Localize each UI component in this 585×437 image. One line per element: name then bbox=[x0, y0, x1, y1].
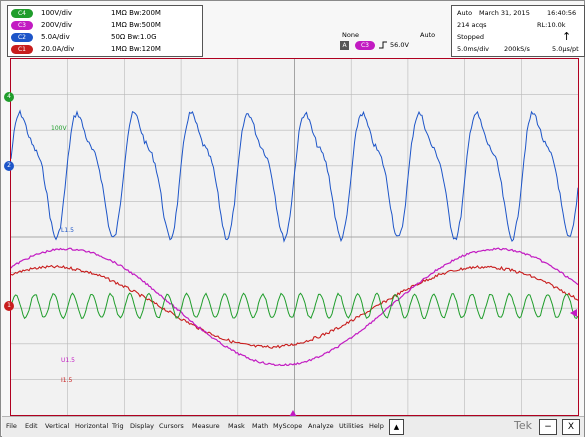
waveform-graticule[interactable]: 100V L1.5 U1.5 I1.5 bbox=[10, 58, 579, 416]
channel-badge-c4[interactable]: C4 bbox=[11, 9, 33, 18]
channel-badge-c1[interactable]: C1 bbox=[11, 45, 33, 54]
trigger-position-marker[interactable] bbox=[289, 410, 297, 417]
brand-logo: Tek bbox=[514, 419, 532, 432]
acq-status: Stopped bbox=[457, 33, 485, 41]
resolution: 5.0μs/pt bbox=[552, 45, 579, 53]
graticule-svg bbox=[11, 59, 578, 415]
trigger-level-marker[interactable] bbox=[570, 309, 577, 317]
ground-marker-c2[interactable]: 2 bbox=[4, 161, 14, 171]
channel-impedance: 50Ω Bw:1.0G bbox=[111, 33, 157, 41]
acquisition-box[interactable]: Auto March 31, 2015 16:40:56 214 acqs RL… bbox=[451, 5, 585, 57]
trigger-sweep: Auto bbox=[420, 31, 436, 39]
waveform-label-c4: 100V bbox=[51, 125, 67, 132]
menu-help[interactable]: Help bbox=[369, 422, 384, 430]
record-length: RL:10.0k bbox=[537, 21, 566, 29]
waveform-c4 bbox=[11, 292, 578, 320]
trigger-slope-icon bbox=[378, 40, 388, 52]
channel-row-c3[interactable]: C3 200V/div 1MΩ Bw:500M bbox=[11, 20, 199, 31]
trigger-channel-badge: C3 bbox=[355, 41, 375, 50]
menu-measure[interactable]: Measure bbox=[192, 422, 220, 430]
channel-impedance: 1MΩ Bw:200M bbox=[111, 9, 161, 17]
waveform-c1 bbox=[11, 264, 578, 349]
channel-settings-box: C4 100V/div 1MΩ Bw:200M C3 200V/div 1MΩ … bbox=[7, 5, 203, 57]
gridlines bbox=[11, 59, 578, 415]
waveform-label-c1: I1.5 bbox=[61, 377, 73, 384]
waveforms bbox=[11, 109, 578, 367]
menu-vertical[interactable]: Vertical bbox=[45, 422, 70, 430]
menu-utilities[interactable]: Utilities bbox=[339, 422, 364, 430]
channel-impedance: 1MΩ Bw:500M bbox=[111, 21, 161, 29]
menu-bar: File Edit Vertical Horizontal Trig Displ… bbox=[2, 416, 584, 437]
trigger-source-badge: A bbox=[340, 41, 349, 50]
waveform-c3 bbox=[11, 247, 578, 367]
channel-row-c2[interactable]: C2 5.0A/div 50Ω Bw:1.0G bbox=[11, 32, 199, 43]
channel-scale: 100V/div bbox=[41, 9, 73, 17]
close-button[interactable]: X bbox=[562, 419, 580, 435]
menu-display[interactable]: Display bbox=[130, 422, 154, 430]
minimize-button[interactable]: − bbox=[539, 419, 557, 435]
channel-row-c1[interactable]: C1 20.0A/div 1MΩ Bw:120M bbox=[11, 44, 199, 55]
menu-file[interactable]: File bbox=[6, 422, 17, 430]
trigger-level: 56.0V bbox=[390, 41, 409, 49]
menu-edit[interactable]: Edit bbox=[25, 422, 38, 430]
menu-myscope[interactable]: MyScope bbox=[273, 422, 303, 430]
ground-marker-c4[interactable]: 4 bbox=[4, 92, 14, 102]
channel-badge-c3[interactable]: C3 bbox=[11, 21, 33, 30]
menu-horizontal[interactable]: Horizontal bbox=[75, 422, 109, 430]
acq-date: March 31, 2015 bbox=[479, 9, 530, 17]
trigger-readout[interactable]: None A C3 56.0V Auto bbox=[340, 31, 450, 56]
channel-impedance: 1MΩ Bw:120M bbox=[111, 45, 161, 53]
channel-badge-c2[interactable]: C2 bbox=[11, 33, 33, 42]
menu-analyze[interactable]: Analyze bbox=[308, 422, 334, 430]
acq-mode: Auto bbox=[457, 9, 473, 17]
channel-scale: 200V/div bbox=[41, 21, 73, 29]
menu-cursors[interactable]: Cursors bbox=[159, 422, 184, 430]
menu-math[interactable]: Math bbox=[252, 422, 269, 430]
menu-dropdown-button[interactable]: ▲ bbox=[389, 419, 404, 435]
channel-scale: 5.0A/div bbox=[41, 33, 70, 41]
run-state-icon[interactable]: ↑ bbox=[562, 30, 572, 43]
channel-scale: 20.0A/div bbox=[41, 45, 75, 53]
sample-rate: 200kS/s bbox=[504, 45, 530, 53]
menu-trig[interactable]: Trig bbox=[112, 422, 124, 430]
channel-row-c4[interactable]: C4 100V/div 1MΩ Bw:200M bbox=[11, 8, 199, 19]
trigger-mode: None bbox=[342, 31, 359, 39]
ground-marker-c1[interactable]: 1 bbox=[4, 301, 14, 311]
waveform-label-c2: L1.5 bbox=[61, 227, 74, 234]
info-panel: C4 100V/div 1MΩ Bw:200M C3 200V/div 1MΩ … bbox=[4, 4, 585, 57]
waveform-label-c3: U1.5 bbox=[61, 357, 75, 364]
waveform-c2 bbox=[11, 109, 578, 243]
menu-mask[interactable]: Mask bbox=[228, 422, 245, 430]
acq-count: 214 acqs bbox=[457, 21, 487, 29]
timebase: 5.0ms/div bbox=[457, 45, 490, 53]
acq-time: 16:40:56 bbox=[547, 9, 577, 17]
